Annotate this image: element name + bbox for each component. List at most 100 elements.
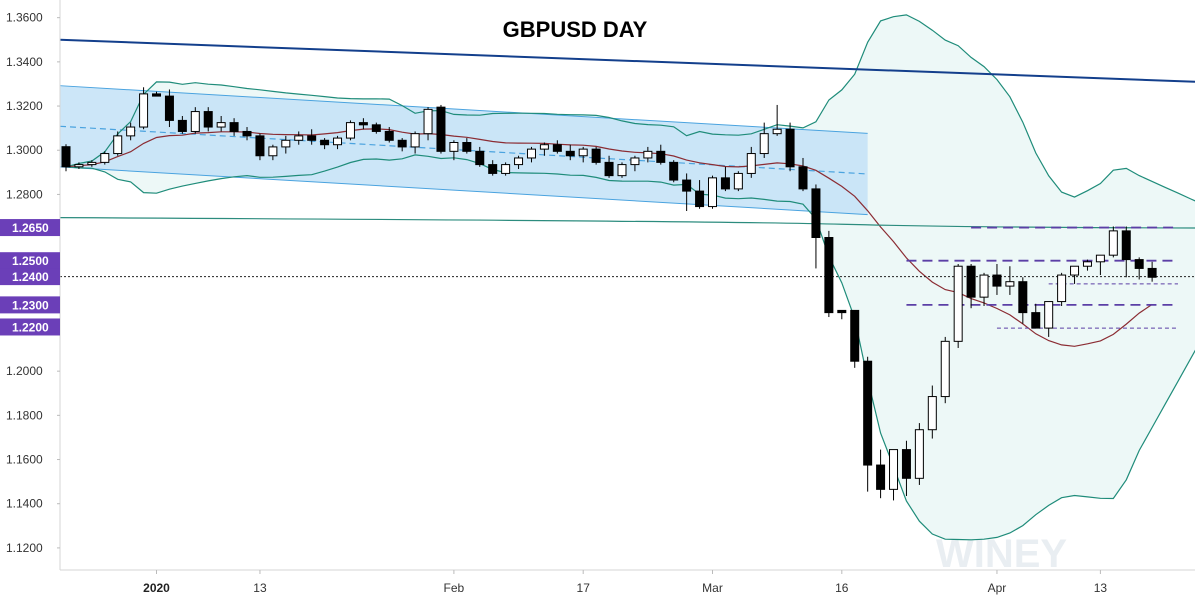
candle-body-bearish — [720, 177, 730, 190]
candle-body-bearish — [992, 274, 1002, 287]
y-tick-label: 1.3400 — [6, 55, 43, 69]
candle — [333, 135, 343, 150]
candle-body-bullish — [630, 157, 640, 166]
candle-body-bullish — [526, 148, 536, 159]
candle-body-bullish — [953, 265, 963, 342]
candle-body-bearish — [552, 144, 562, 152]
candle — [772, 104, 782, 136]
level-badge — [0, 268, 60, 286]
candle — [345, 120, 355, 141]
candle — [203, 107, 213, 132]
candle-body-bullish — [708, 177, 717, 208]
candle — [1121, 226, 1131, 278]
candle — [695, 180, 705, 209]
level-badge-label: 1.2400 — [12, 270, 49, 284]
candle-body-bullish — [927, 396, 937, 431]
candle — [604, 155, 614, 178]
candle-body-bearish — [436, 106, 446, 152]
candle — [501, 162, 511, 176]
x-tick-label: 13 — [1094, 581, 1108, 595]
x-tick-label: 16 — [835, 581, 849, 595]
candle — [708, 175, 717, 209]
x-axis-ticks: 2020 13 Feb 17 Mar 16 Apr 13 — [143, 570, 1107, 595]
candle — [307, 129, 317, 145]
candle — [61, 144, 71, 172]
candle — [242, 127, 252, 141]
candle — [539, 142, 549, 156]
candle-body-bullish — [423, 108, 433, 135]
candle — [113, 131, 123, 156]
candle-body-bullish — [578, 148, 588, 157]
candle-body-bullish — [190, 111, 200, 132]
candle — [1147, 261, 1157, 282]
candle — [863, 356, 873, 492]
candle-body-bearish — [1018, 281, 1028, 314]
candle-body-bullish — [1095, 254, 1105, 263]
chart-title: GBPUSD DAY — [503, 17, 648, 42]
candle-body-bearish — [384, 130, 394, 141]
price-level-badges: 1.2650 1.2500 1.2400 1.2300 1.2200 — [0, 219, 60, 336]
candle — [384, 127, 394, 143]
candle-body-bullish — [733, 172, 743, 190]
candle-body-bearish — [591, 148, 601, 163]
candle-body-bullish — [449, 142, 459, 152]
x-tick-label: 13 — [253, 581, 267, 595]
candle-body-bullish — [113, 135, 123, 155]
candle-body-bearish — [863, 360, 873, 466]
candle — [229, 118, 239, 136]
candle — [1031, 303, 1041, 329]
candle — [1095, 254, 1105, 276]
level-badge — [0, 219, 60, 237]
candle — [281, 135, 291, 154]
candle — [927, 385, 937, 439]
y-tick-label: 1.3600 — [6, 11, 43, 25]
candle — [397, 138, 407, 152]
candle-body-bearish — [837, 309, 847, 314]
candle — [565, 144, 575, 161]
level-badge — [0, 252, 60, 270]
candle-body-bullish — [74, 164, 84, 168]
candle — [837, 309, 847, 320]
candle-body-bullish — [1005, 281, 1015, 287]
y-tick-label: 1.2800 — [6, 187, 43, 201]
candle-body-bullish — [216, 122, 226, 128]
candle — [811, 184, 821, 269]
candle — [617, 162, 627, 178]
candle — [1044, 301, 1054, 337]
candle — [423, 107, 433, 141]
candle-body-bullish — [294, 135, 304, 141]
candle — [966, 264, 976, 309]
candle-body-bullish — [333, 137, 343, 146]
candle — [177, 115, 187, 134]
candle — [682, 173, 692, 211]
candle-body-bullish — [746, 153, 756, 174]
candle — [759, 122, 769, 158]
candle-body-bearish — [901, 449, 911, 479]
long-term-trendline — [59, 38, 1195, 83]
candle — [358, 118, 368, 130]
candle — [526, 146, 536, 163]
level-badge-label: 1.2500 — [12, 254, 49, 268]
candle — [656, 144, 666, 165]
candle — [462, 138, 472, 154]
candle — [190, 107, 200, 134]
candle-body-bearish — [358, 122, 368, 126]
candle-body-bearish — [604, 161, 614, 177]
candle — [940, 336, 950, 404]
candle — [669, 160, 679, 183]
candle-body-bearish — [307, 135, 317, 141]
candle — [889, 449, 899, 501]
candle-body-bearish — [785, 128, 795, 168]
candle-body-bearish — [850, 309, 860, 362]
candle-body-bullish — [617, 164, 627, 177]
candle-body-bearish — [61, 146, 71, 168]
candle-body-bearish — [203, 111, 213, 128]
x-tick-label: Apr — [988, 581, 1007, 595]
candle — [643, 146, 653, 163]
candle-body-bullish — [1108, 230, 1118, 256]
candle-body-bearish — [255, 135, 265, 157]
level-badge-label: 1.2200 — [12, 320, 49, 334]
x-tick-label: 2020 — [143, 581, 170, 595]
y-tick-label: 1.3200 — [6, 99, 43, 113]
